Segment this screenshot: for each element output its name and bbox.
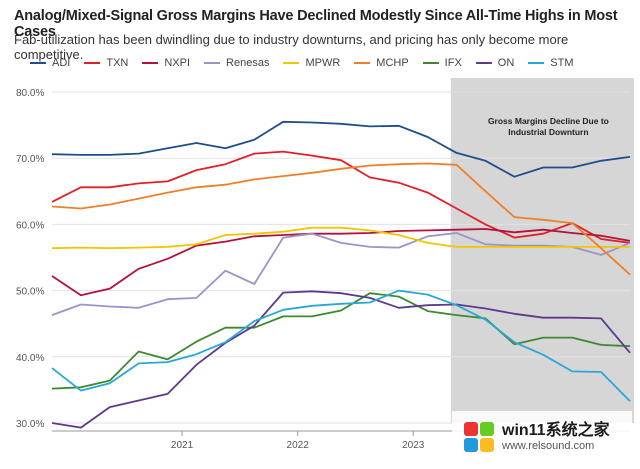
legend-swatch [475,62,492,64]
x-tick-label: 2022 [287,440,310,451]
chart-subtitle: Fab-utilization has been dwindling due t… [14,32,569,62]
legend-item-nxpi: NXPI [142,57,190,69]
legend-item-mpwr: MPWR [283,57,340,69]
y-tick-label: 80.0% [16,88,44,99]
legend-label: ADI [52,57,71,69]
series-line-adi [51,120,631,178]
y-tick-label: 50.0% [16,287,44,298]
legend-swatch [283,62,300,64]
watermark-main: win11系统之家 [502,422,610,440]
legend-swatch [354,62,371,64]
series-line-mpwr [51,226,630,250]
chart-legend: ADI TXN NXPI Renesas MPWR MCHP IFX ON STM [30,57,588,69]
series-line-stm [51,289,631,402]
legend-swatch [84,62,101,64]
watermark-url: www.relsound.com [502,439,595,452]
legend-item-on: ON [475,57,515,69]
y-tick-label: 60.0% [16,220,44,231]
x-tick-label: 2021 [171,440,194,451]
legend-swatch [204,62,221,64]
legend-item-txn: TXN [84,57,128,69]
y-tick-label: 40.0% [16,353,44,364]
y-tick-label: 30.0% [16,419,44,430]
legend-label: Renesas [226,57,270,69]
legend-label: ON [497,57,515,69]
series-line-mchp [51,162,631,276]
legend-item-adi: ADI [30,57,70,69]
legend-swatch [422,62,439,64]
series-line-on [51,290,631,429]
shaded-label-line2: Industrial Downturn [508,127,588,137]
legend-swatch [528,62,545,64]
legend-item-renesas: Renesas [204,57,269,69]
watermark: win11系统之家 www.relsound.com [452,411,632,463]
legend-label: IFX [444,57,462,69]
chart-title: Analog/Mixed-Signal Gross Margins Have D… [14,8,618,40]
series-line-nxpi [51,228,631,297]
y-tick-label: 70.0% [16,154,44,165]
legend-item-mchp: MCHP [354,57,409,69]
legend-swatch [30,62,46,64]
legend-item-stm: STM [528,57,574,69]
windows-logo-icon [462,420,496,454]
series-line-ifx [51,292,631,390]
legend-swatch [142,62,159,64]
series-line-txn [51,150,631,244]
legend-label: STM [550,57,574,69]
legend-item-ifx: IFX [422,57,462,69]
series-line-renesas [51,232,631,316]
legend-label: TXN [106,57,129,69]
legend-label: NXPI [164,57,191,69]
x-tick-label: 2023 [402,440,425,451]
legend-label: MPWR [305,57,341,69]
legend-label: MCHP [376,57,409,69]
shaded-label-line1: Gross Margins Decline Due to [488,116,609,126]
